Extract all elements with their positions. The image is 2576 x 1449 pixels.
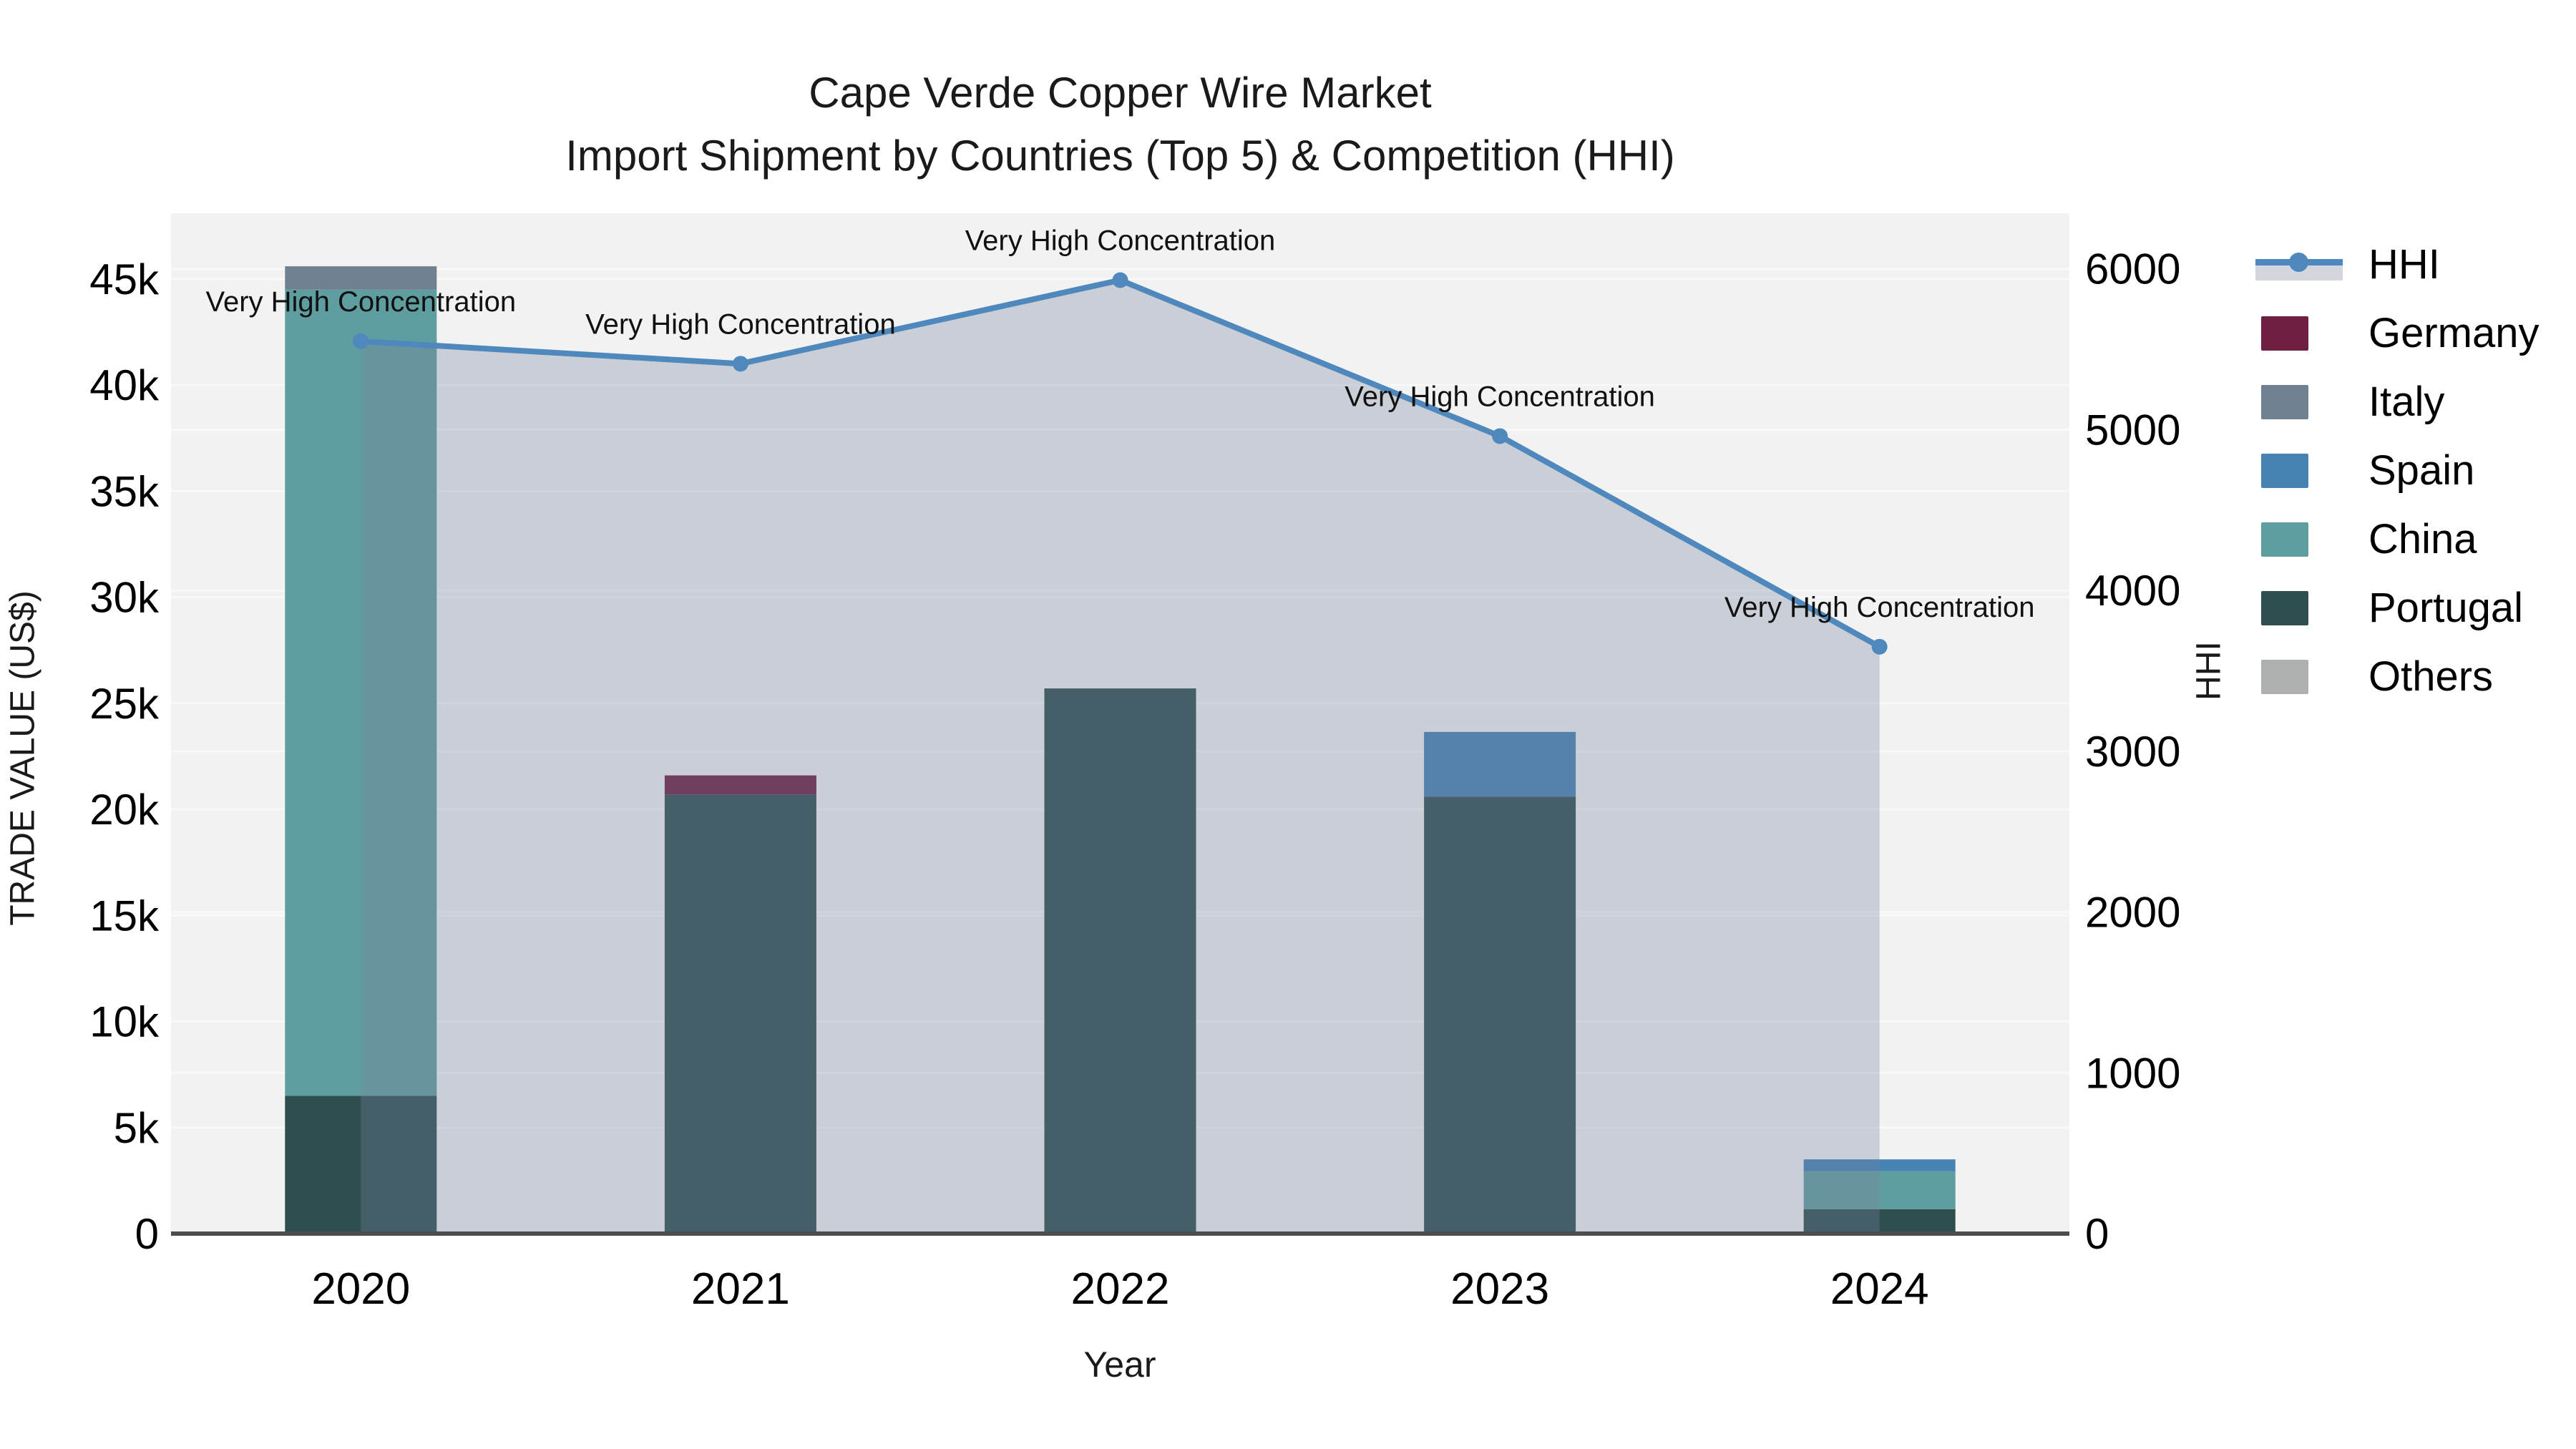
legend-item-portugal: Portugal <box>2255 584 2540 631</box>
x-tick-2020: 2020 <box>311 1264 410 1314</box>
annotation-2020: Very High Concentration <box>206 286 517 318</box>
y-right-tick: 4000 <box>2085 567 2180 615</box>
legend: HHI Germany Italy Spain China Portugal Others <box>2255 240 2540 700</box>
y-left-tick: 25k <box>89 680 160 728</box>
x-tick-2024: 2024 <box>1830 1264 1929 1314</box>
legend-item-spain: Spain <box>2255 447 2540 494</box>
y-left-tick: 30k <box>89 574 160 622</box>
y-right-tick: 6000 <box>2085 245 2180 293</box>
y-left-tick: 15k <box>89 892 160 940</box>
legend-swatch-others <box>2255 653 2348 700</box>
hhi-line-sample-icon <box>2255 240 2348 288</box>
legend-label: HHI <box>2368 240 2440 288</box>
legend-label: Spain <box>2368 447 2475 494</box>
bar-segment-china-2020 <box>285 289 437 1096</box>
legend-item-china: China <box>2255 515 2540 562</box>
bar-segment-spain-2023 <box>1424 731 1576 797</box>
color-swatch-icon <box>2261 591 2308 625</box>
y-left-tick: 45k <box>89 255 160 303</box>
legend-label: Italy <box>2368 378 2445 425</box>
y-left-tick: 5k <box>114 1104 160 1152</box>
y-axis-right-title: HHI <box>2190 641 2228 701</box>
y-right-tick: 5000 <box>2085 406 2180 454</box>
hhi-point-2024 <box>1871 638 1888 655</box>
y-right-tick: 1000 <box>2085 1049 2180 1097</box>
x-tick-2021: 2021 <box>691 1264 790 1314</box>
y-left-tick: 40k <box>89 361 160 409</box>
annotation-2023: Very High Concentration <box>1345 381 1655 412</box>
legend-swatch-spain <box>2255 447 2348 494</box>
legend-item-germany: Germany <box>2255 309 2540 356</box>
legend-label: Others <box>2368 653 2494 700</box>
bar-segment-portugal-2023 <box>1424 796 1576 1234</box>
annotation-2022: Very High Concentration <box>965 225 1276 256</box>
annotation-2021: Very High Concentration <box>585 308 896 340</box>
legend-swatch-china <box>2255 515 2348 562</box>
legend-item-hhi: HHI <box>2255 240 2540 288</box>
bar-segment-portugal-2022 <box>1044 688 1196 1234</box>
x-tick-2022: 2022 <box>1071 1264 1170 1314</box>
legend-swatch-italy <box>2255 378 2348 425</box>
legend-item-italy: Italy <box>2255 378 2540 425</box>
color-swatch-icon <box>2261 385 2308 419</box>
legend-label: Portugal <box>2368 584 2524 631</box>
hhi-point-2020 <box>353 333 369 349</box>
hhi-marker-swatch <box>2289 253 2308 272</box>
y-left-tick: 0 <box>135 1210 159 1258</box>
y-axis-left-title: TRADE VALUE (US$) <box>4 590 42 926</box>
legend-label: Germany <box>2368 309 2540 356</box>
y-left-tick: 20k <box>89 786 160 834</box>
hhi-point-2021 <box>732 356 748 372</box>
chart-title-line2: Import Shipment by Countries (Top 5) & C… <box>565 132 1675 180</box>
chart-title-line1: Cape Verde Copper Wire Market <box>809 69 1432 117</box>
y-right-tick: 0 <box>2085 1210 2109 1258</box>
legend-swatch-germany <box>2255 309 2348 356</box>
y-right-tick: 2000 <box>2085 889 2180 937</box>
legend-swatch-portugal <box>2255 584 2348 631</box>
bar-segment-portugal-2024 <box>1803 1209 1956 1234</box>
x-tick-2023: 2023 <box>1450 1264 1549 1314</box>
y-right-tick: 3000 <box>2085 728 2180 776</box>
color-swatch-icon <box>2261 316 2308 351</box>
bar-segment-spain-2024 <box>1803 1159 1956 1171</box>
color-swatch-icon <box>2261 660 2308 694</box>
hhi-point-2023 <box>1492 428 1508 444</box>
color-swatch-icon <box>2261 454 2308 488</box>
color-swatch-icon <box>2261 522 2308 557</box>
x-axis-title: Year <box>1083 1345 1156 1385</box>
y-left-tick: 10k <box>89 998 160 1046</box>
bar-segment-china-2024 <box>1803 1171 1956 1209</box>
y-left-tick: 35k <box>89 467 160 515</box>
hhi-area-fill <box>361 280 1880 1234</box>
bar-segment-italy-2020 <box>285 266 437 290</box>
legend-label: China <box>2368 515 2477 562</box>
hhi-point-2022 <box>1112 272 1128 288</box>
bar-segment-portugal-2020 <box>285 1096 437 1234</box>
bar-segment-portugal-2021 <box>664 794 816 1234</box>
legend-item-others: Others <box>2255 653 2540 700</box>
bar-segment-germany-2021 <box>664 775 816 795</box>
annotation-2024: Very High Concentration <box>1724 592 2035 623</box>
